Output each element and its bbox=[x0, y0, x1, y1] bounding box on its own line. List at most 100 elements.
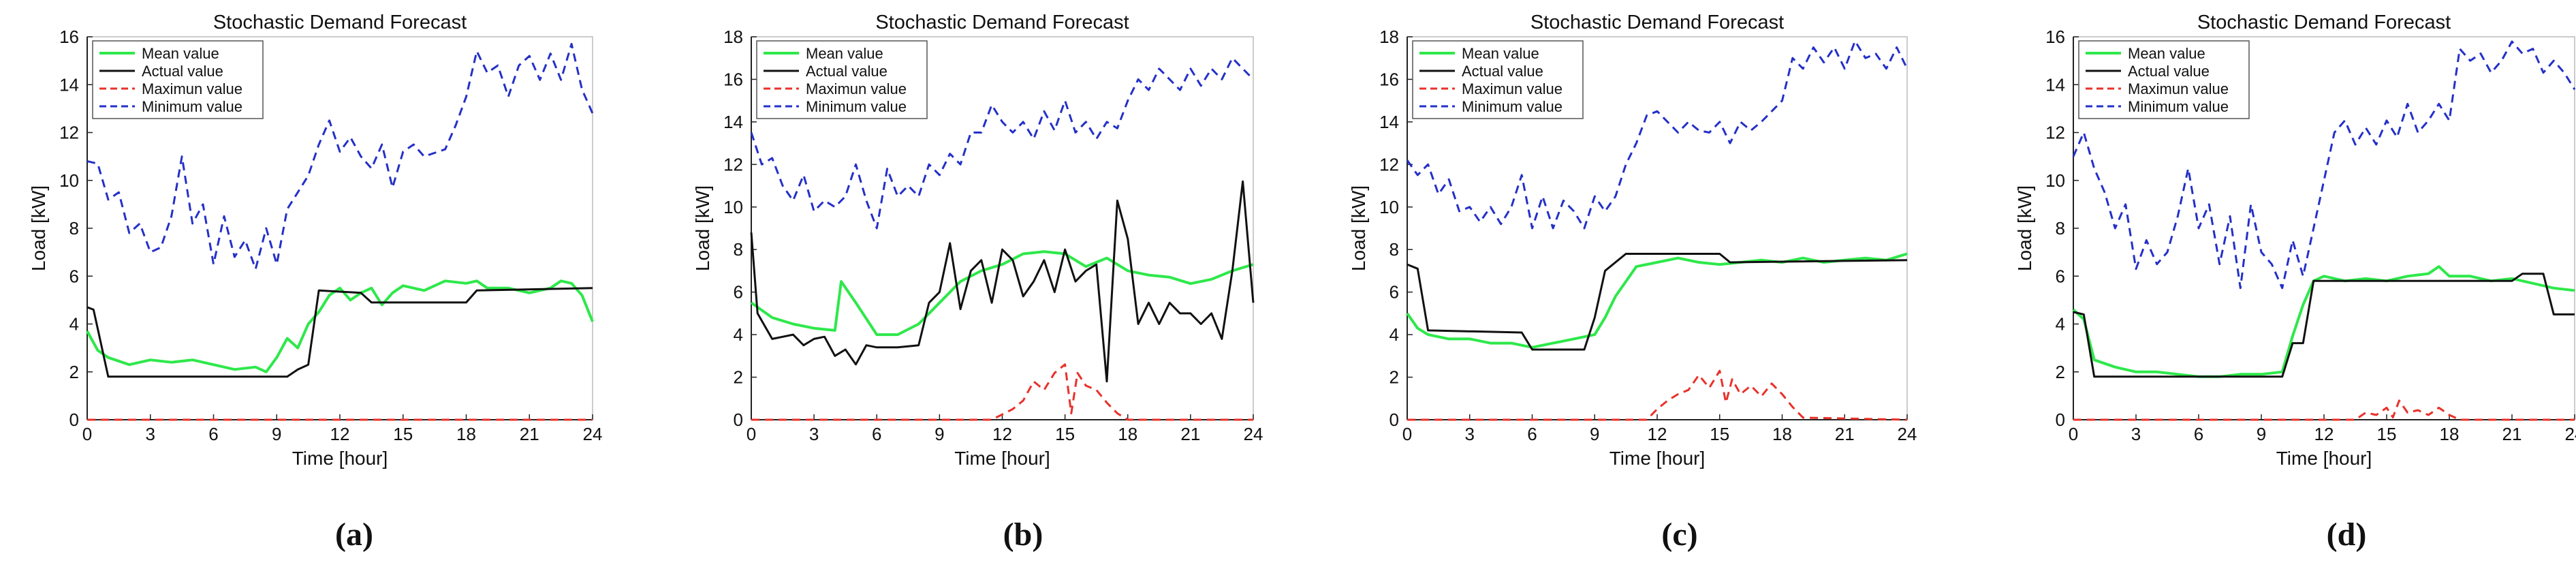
legend-entry: Maximun value bbox=[2128, 80, 2229, 97]
y-tick-label: 14 bbox=[2045, 74, 2065, 95]
y-axis-label: Load [kW] bbox=[692, 185, 713, 271]
chart-title: Stochastic Demand Forecast bbox=[2197, 12, 2451, 33]
series-line-minimum-value bbox=[750, 57, 1255, 230]
legend-entry: Mean value bbox=[2128, 45, 2205, 62]
y-tick-label: 4 bbox=[2056, 314, 2065, 335]
series-line-minimum-value bbox=[1406, 40, 1909, 230]
x-axis-label: Time [hour] bbox=[1609, 448, 1706, 469]
panel-caption: (b) bbox=[1003, 516, 1043, 553]
y-tick-label: 2 bbox=[734, 367, 743, 388]
y-tick-label: 0 bbox=[69, 410, 79, 430]
x-tick-label: 24 bbox=[2565, 424, 2576, 444]
x-axis-label: Time [hour] bbox=[2276, 448, 2372, 469]
series-line-mean-value bbox=[750, 250, 1254, 337]
y-tick-label: 8 bbox=[1389, 239, 1399, 260]
x-tick-label: 6 bbox=[208, 424, 218, 444]
legend-entry: Maximun value bbox=[1462, 80, 1562, 97]
legend-entry: Maximun value bbox=[142, 80, 242, 97]
x-tick-label: 18 bbox=[1772, 424, 1792, 444]
x-tick-label: 9 bbox=[272, 424, 281, 444]
y-tick-label: 6 bbox=[1389, 282, 1399, 303]
x-axis-label: Time [hour] bbox=[292, 448, 388, 469]
panel-caption: (d) bbox=[2327, 516, 2367, 553]
y-tick-label: 6 bbox=[69, 266, 79, 286]
x-tick-label: 0 bbox=[1402, 424, 1412, 444]
x-tick-label: 6 bbox=[872, 424, 881, 444]
y-tick-label: 8 bbox=[2056, 218, 2065, 238]
x-tick-label: 6 bbox=[2194, 424, 2203, 444]
x-tick-label: 12 bbox=[1648, 424, 1667, 444]
x-tick-label: 9 bbox=[1590, 424, 1599, 444]
x-tick-label: 0 bbox=[747, 424, 756, 444]
y-tick-label: 16 bbox=[1379, 69, 1399, 89]
series-line-minimum-value bbox=[2072, 40, 2576, 290]
x-tick-label: 12 bbox=[2314, 424, 2334, 444]
series-line-maximun-value bbox=[751, 363, 1253, 421]
chart-panel-d: Stochastic Demand Forecast03691215182124… bbox=[2014, 12, 2576, 553]
y-tick-label: 12 bbox=[2045, 123, 2065, 143]
y-tick-label: 2 bbox=[2056, 362, 2065, 382]
legend-entry: Mean value bbox=[806, 45, 883, 62]
y-axis-label: Load [kW] bbox=[1348, 185, 1369, 271]
chart-title: Stochastic Demand Forecast bbox=[1530, 12, 1784, 33]
x-tick-label: 18 bbox=[2440, 424, 2460, 444]
y-tick-label: 6 bbox=[2056, 266, 2065, 286]
y-tick-label: 14 bbox=[59, 74, 79, 95]
legend-entry: Minimum value bbox=[806, 98, 907, 115]
y-tick-label: 4 bbox=[734, 324, 743, 345]
x-tick-label: 15 bbox=[1710, 424, 1729, 444]
y-tick-label: 4 bbox=[1389, 324, 1399, 345]
series-line-actual-value bbox=[87, 287, 593, 378]
y-tick-label: 0 bbox=[1389, 410, 1399, 430]
series-line-maximun-value bbox=[2073, 399, 2575, 421]
x-tick-label: 9 bbox=[2257, 424, 2266, 444]
y-tick-label: 16 bbox=[59, 27, 79, 47]
x-tick-label: 12 bbox=[330, 424, 350, 444]
x-tick-label: 21 bbox=[1180, 424, 1200, 444]
y-tick-label: 12 bbox=[1379, 154, 1399, 174]
legend-entry: Actual value bbox=[142, 63, 223, 80]
legend-entry: Actual value bbox=[806, 63, 888, 80]
legend-entry: Actual value bbox=[1462, 63, 1543, 80]
x-tick-label: 18 bbox=[456, 424, 476, 444]
x-tick-label: 0 bbox=[82, 424, 92, 444]
legend-entry: Mean value bbox=[1462, 45, 1539, 62]
y-axis-label: Load [kW] bbox=[2014, 185, 2035, 271]
x-tick-label: 21 bbox=[1835, 424, 1855, 444]
y-tick-label: 2 bbox=[69, 362, 79, 382]
legend-entry: Minimum value bbox=[142, 98, 242, 115]
x-axis-label: Time [hour] bbox=[954, 448, 1050, 469]
y-tick-label: 2 bbox=[1389, 367, 1399, 388]
y-tick-label: 0 bbox=[734, 410, 743, 430]
y-tick-label: 6 bbox=[734, 282, 743, 303]
x-tick-label: 3 bbox=[809, 424, 819, 444]
y-tick-label: 12 bbox=[723, 154, 743, 174]
series-line-actual-value bbox=[2073, 273, 2575, 378]
series-line-actual-value bbox=[750, 180, 1255, 383]
x-tick-label: 12 bbox=[992, 424, 1012, 444]
y-tick-label: 8 bbox=[69, 218, 79, 238]
x-tick-label: 21 bbox=[2502, 424, 2522, 444]
series-line-mean-value bbox=[1406, 252, 1908, 349]
y-tick-label: 10 bbox=[1379, 197, 1399, 217]
y-tick-label: 18 bbox=[1379, 27, 1399, 47]
x-tick-label: 24 bbox=[1244, 424, 1263, 444]
y-tick-label: 16 bbox=[2045, 27, 2065, 47]
panel-caption: (a) bbox=[335, 516, 373, 553]
y-tick-label: 18 bbox=[723, 27, 743, 47]
chart-title: Stochastic Demand Forecast bbox=[213, 12, 467, 33]
x-tick-label: 15 bbox=[1055, 424, 1075, 444]
series-line-mean-value bbox=[2072, 265, 2575, 378]
x-tick-label: 6 bbox=[1527, 424, 1537, 444]
x-tick-label: 3 bbox=[1465, 424, 1475, 444]
y-tick-label: 10 bbox=[2045, 170, 2065, 191]
legend-entry: Minimum value bbox=[2128, 98, 2229, 115]
legend-entry: Maximun value bbox=[806, 80, 907, 97]
